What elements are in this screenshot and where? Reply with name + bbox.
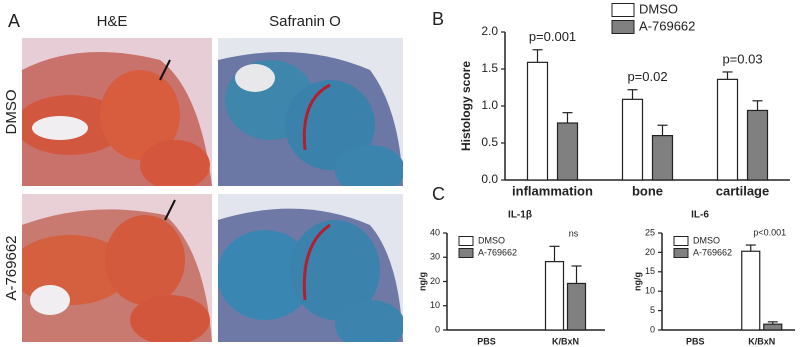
- y-tick-label: 10: [645, 286, 655, 296]
- legend-swatch: [611, 3, 635, 17]
- annotation: p<0.001: [753, 227, 786, 237]
- y-tick-label: 2.0: [481, 24, 498, 38]
- bar: [544, 261, 565, 331]
- x-tick-label: K/BxN: [552, 336, 579, 346]
- legend-swatch: [458, 248, 474, 258]
- bar: [621, 98, 644, 181]
- row-label: DMSO: [3, 90, 20, 135]
- y-tick-label: 25: [645, 227, 655, 237]
- panel-label: A: [8, 11, 20, 31]
- safranin-image: [218, 38, 403, 186]
- annotation: ns: [569, 229, 579, 239]
- legend-label: DMSO: [639, 1, 678, 16]
- x-tick-label: PBS: [477, 336, 496, 346]
- legend-label: A-769662: [478, 247, 517, 257]
- chart-title: IL-6: [691, 210, 709, 221]
- he-image: [22, 194, 212, 342]
- legend-swatch: [673, 236, 689, 246]
- legend-label: DMSO: [478, 235, 505, 245]
- annotation: p=0.001: [529, 29, 576, 44]
- bar: [526, 61, 549, 181]
- y-tick-label: 20: [645, 247, 655, 257]
- y-tick-label: 15: [645, 266, 655, 276]
- x-tick-label: PBS: [686, 336, 705, 346]
- y-tick-label: 40: [430, 227, 440, 237]
- y-tick-label: 0.0: [481, 172, 498, 186]
- panel-label: C: [432, 184, 445, 204]
- y-axis-label: ng/g: [632, 272, 642, 291]
- legend-label: DMSO: [693, 235, 720, 245]
- bar: [556, 122, 579, 181]
- x-tick-label: cartilage: [716, 183, 769, 198]
- legend-label: A-769662: [693, 247, 732, 257]
- y-tick-label: 0: [650, 324, 655, 334]
- row-label: A-769662: [3, 235, 20, 300]
- y-axis-label: Histology score: [459, 61, 473, 151]
- legend-swatch: [673, 248, 689, 258]
- x-tick-label: K/BxN: [748, 336, 775, 346]
- bar: [741, 250, 761, 331]
- y-tick-label: 1.0: [481, 98, 498, 112]
- panel-label: B: [432, 9, 444, 29]
- y-tick-label: 30: [430, 252, 440, 262]
- safranin-image: [218, 194, 403, 342]
- y-tick-label: 10: [430, 300, 440, 310]
- x-tick-label: inflammation: [512, 183, 593, 198]
- y-tick-label: 0: [435, 324, 440, 334]
- bar: [763, 323, 783, 331]
- y-tick-label: 20: [430, 276, 440, 286]
- bar: [651, 135, 674, 181]
- column-label: H&E: [97, 13, 128, 30]
- y-tick-label: 5: [650, 305, 655, 315]
- annotation: p=0.02: [627, 69, 667, 84]
- bar: [716, 78, 739, 181]
- y-tick-label: 0.5: [481, 135, 498, 149]
- bar: [746, 109, 769, 181]
- bar: [566, 282, 587, 331]
- x-tick-label: bone: [632, 183, 663, 198]
- he-image: [22, 38, 212, 186]
- chart-title: IL-1β: [508, 210, 532, 221]
- column-label: Safranin O: [269, 13, 341, 30]
- y-axis-label: ng/g: [417, 272, 427, 291]
- legend-label: A-769662: [639, 18, 695, 33]
- annotation: p=0.03: [722, 51, 762, 66]
- legend-swatch: [611, 20, 635, 34]
- legend-swatch: [458, 236, 474, 246]
- y-tick-label: 1.5: [481, 61, 498, 75]
